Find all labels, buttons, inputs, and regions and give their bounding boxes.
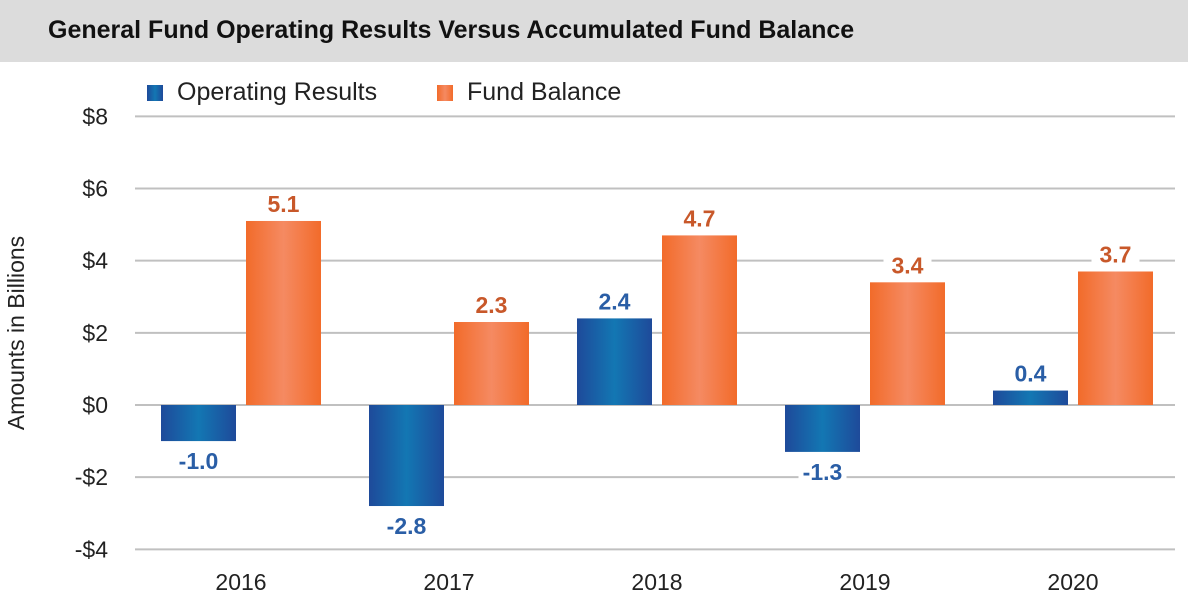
bar-fund-balance (662, 235, 737, 405)
x-tick-label: 2017 (423, 569, 474, 595)
data-label-background (467, 291, 516, 318)
legend-label: Fund Balance (467, 78, 622, 106)
bar-operating-results (993, 390, 1068, 405)
bar-fund-balance (246, 220, 321, 405)
data-label: -1.3 (803, 459, 843, 485)
data-label-background (382, 512, 431, 539)
y-tick-label: $6 (82, 176, 108, 202)
data-label: 5.1 (268, 191, 300, 217)
legend-label: Operating Results (177, 78, 378, 106)
x-tick-label: 2020 (1047, 569, 1098, 595)
y-tick-label: -$4 (75, 536, 108, 562)
x-tick-label: 2016 (215, 569, 266, 595)
data-label: 2.4 (599, 288, 631, 314)
data-label: -1.0 (179, 448, 219, 474)
data-label-background (1091, 240, 1140, 267)
x-tick-label: 2019 (839, 569, 890, 595)
legend-fund-balance: Fund Balance (437, 78, 621, 107)
y-tick-label: $8 (82, 103, 108, 129)
bar-fund-balance (1078, 271, 1153, 405)
legend-swatch (437, 84, 453, 101)
x-tick-label: 2018 (631, 569, 682, 595)
title-bar: General Fund Operating Results Versus Ac… (0, 0, 1188, 62)
data-label: 3.4 (892, 252, 924, 278)
y-tick-label: $4 (82, 248, 108, 274)
bar-operating-results (369, 405, 444, 507)
data-label: 0.4 (1015, 361, 1047, 387)
y-axis-label: Amounts in Billions (3, 236, 29, 430)
data-label-background (590, 287, 639, 314)
data-label-background (675, 204, 724, 231)
data-label-background (1006, 359, 1055, 386)
bar-operating-results (161, 405, 236, 442)
data-label: 4.7 (684, 205, 716, 231)
bar-operating-results (577, 318, 652, 405)
data-label-background (798, 457, 847, 484)
data-label: 2.3 (476, 292, 508, 318)
bar-operating-results (785, 405, 860, 452)
data-label: 3.7 (1100, 241, 1132, 267)
data-label-background (259, 189, 308, 216)
data-label-background (174, 447, 223, 474)
data-label: -2.8 (387, 513, 427, 539)
y-tick-label: $0 (82, 392, 108, 418)
data-label-background (883, 251, 932, 278)
y-tick-label: -$2 (75, 464, 108, 490)
legend-swatch (147, 84, 163, 101)
bar-fund-balance (870, 282, 945, 405)
bar-fund-balance (454, 322, 529, 405)
legend-operating-results: Operating Results (147, 78, 377, 107)
chart-title: General Fund Operating Results Versus Ac… (48, 16, 855, 44)
y-tick-label: $2 (82, 320, 108, 346)
